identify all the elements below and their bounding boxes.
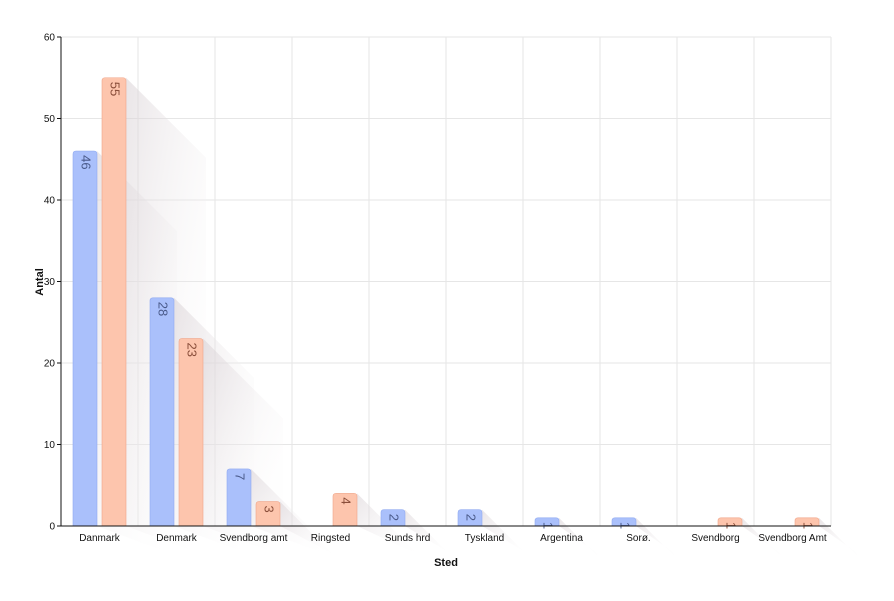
bars — [72, 77, 820, 527]
bar-shadow — [405, 509, 455, 560]
axes: 0 10 20 30 40 50 60 Danmark Denmark Svendborg amt… — [44, 33, 831, 544]
bar-value-label: 1 — [801, 522, 816, 529]
grid-lines — [61, 36, 832, 526]
bar-value-label: 2 — [464, 514, 479, 521]
bar-value-label: 1 — [618, 522, 633, 529]
bar[interactable] — [457, 509, 483, 527]
y-tick-label: 40 — [44, 196, 56, 207]
bar-shadow — [819, 517, 862, 561]
y-tick-label: 30 — [44, 277, 56, 288]
bar-value-label: 3 — [262, 506, 277, 513]
bar[interactable] — [611, 517, 637, 527]
y-tick-label: 10 — [44, 440, 56, 451]
bar-value-label: 46 — [79, 155, 94, 169]
bar-shadow — [636, 517, 679, 561]
x-tick-label: Sunds hrd — [385, 533, 431, 544]
x-tick-label: Ringsted — [311, 533, 350, 544]
bar-value-label: 55 — [108, 82, 123, 96]
y-tick-label: 50 — [44, 114, 56, 125]
bar[interactable] — [72, 150, 98, 527]
bar-shadow — [559, 517, 602, 561]
x-tick-label: Tyskland — [465, 533, 504, 544]
x-tick-label: Denmark — [156, 533, 198, 544]
bar[interactable] — [226, 468, 252, 527]
bar-shadow — [742, 517, 785, 561]
bar-shadow — [482, 509, 532, 560]
bar[interactable] — [794, 517, 820, 527]
bar-value-label: 1 — [541, 522, 556, 529]
bar-value-label: 1 — [724, 522, 739, 529]
y-axis-title: Antal — [34, 268, 46, 296]
bar[interactable] — [717, 517, 743, 527]
y-tick-label: 60 — [44, 33, 56, 44]
bar-shadows — [97, 77, 862, 561]
bar-shadow — [280, 501, 338, 559]
bar-value-label: 28 — [156, 302, 171, 316]
bar[interactable] — [178, 338, 204, 527]
y-tick-label: 0 — [49, 522, 55, 533]
bar[interactable] — [380, 509, 406, 527]
x-tick-label: Svendborg — [691, 533, 739, 544]
x-tick-label: Svendborg Amt — [758, 533, 827, 544]
x-tick-label: Svendborg amt — [220, 533, 288, 544]
x-tick-label: Danmark — [79, 533, 121, 544]
bar[interactable] — [534, 517, 560, 527]
bar-value-label: 23 — [185, 343, 200, 357]
bar[interactable] — [149, 297, 175, 527]
x-axis-title: Sted — [434, 557, 458, 569]
bar-value-labels: 46 55 28 23 7 3 4 2 2 1 1 1 1 — [79, 82, 816, 529]
y-tick-label: 20 — [44, 359, 56, 370]
bar[interactable] — [255, 501, 281, 527]
x-tick-label: Sorø. — [626, 533, 650, 544]
bar-value-label: 7 — [233, 473, 248, 480]
bar-value-label: 2 — [387, 514, 402, 521]
bar[interactable] — [101, 77, 127, 527]
bar-value-label: 4 — [339, 497, 354, 504]
x-tick-label: Argentina — [540, 533, 583, 544]
bar[interactable] — [332, 493, 358, 527]
